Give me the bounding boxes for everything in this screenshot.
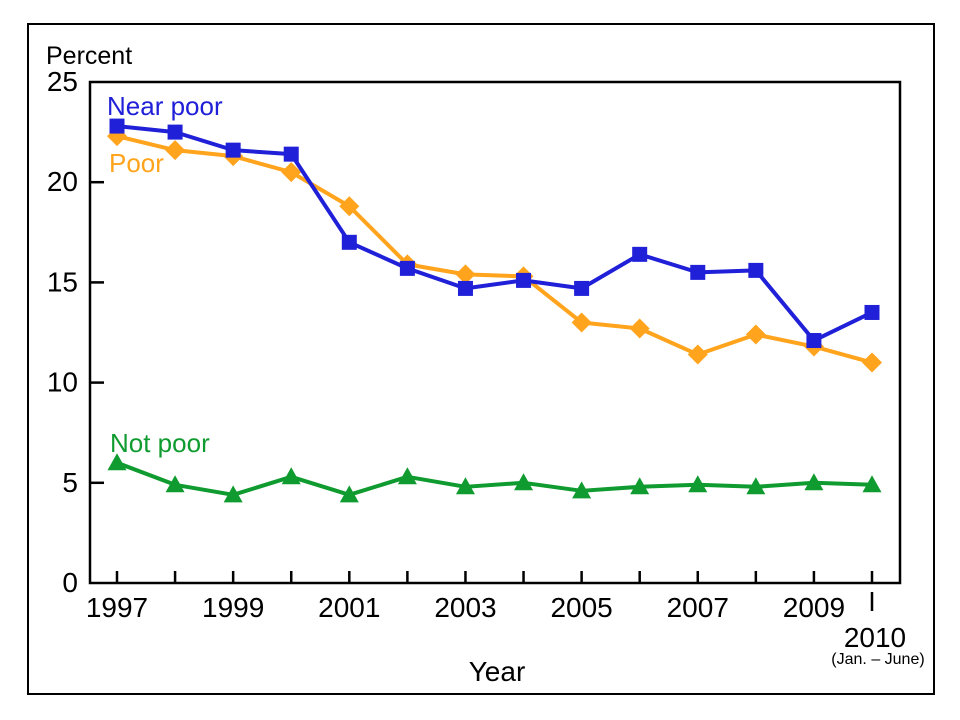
series-line-near-poor — [115, 124, 874, 343]
marker-triangle-not-poor — [397, 467, 417, 485]
y-tick-label: 10 — [47, 367, 78, 398]
marker-triangle-not-poor — [223, 485, 243, 503]
y-tick-label: 0 — [62, 567, 78, 598]
marker-diamond-poor — [339, 196, 360, 217]
marker-triangle-not-poor — [688, 475, 708, 493]
marker-square-near-poor — [632, 246, 648, 262]
marker-triangle-not-poor — [455, 477, 475, 495]
marker-diamond-poor — [862, 352, 882, 373]
marker-square-near-poor — [690, 264, 706, 280]
figure-border — [27, 23, 935, 695]
marker-square-near-poor — [806, 333, 822, 349]
marker-diamond-poor — [745, 324, 766, 345]
marker-triangle-not-poor — [165, 475, 185, 493]
marker-square-near-poor — [341, 234, 357, 250]
plot-border — [88, 80, 902, 585]
marker-triangle-not-poor — [746, 477, 766, 495]
marker-square-near-poor — [399, 260, 415, 276]
marker-square-near-poor — [225, 142, 241, 158]
marker-square-near-poor — [574, 280, 590, 296]
marker-square-near-poor — [109, 118, 125, 134]
marker-diamond-poor — [455, 264, 476, 285]
x-tick-label: 2007 — [667, 592, 729, 623]
y-tick-label: 15 — [47, 266, 78, 297]
marker-triangle-not-poor — [281, 467, 301, 485]
marker-diamond-poor — [629, 318, 650, 339]
y-tick-label: 5 — [62, 467, 78, 498]
series-label-poor: Poor — [109, 148, 164, 178]
marker-square-near-poor — [167, 124, 183, 140]
marker-square-near-poor — [516, 272, 532, 288]
series-line-not-poor — [115, 460, 874, 497]
x-tick-label: 2009 — [783, 592, 845, 623]
x-tick-label: 2001 — [318, 592, 380, 623]
marker-triangle-not-poor — [572, 481, 592, 499]
marker-triangle-not-poor — [862, 475, 882, 493]
x-tick-label: 1999 — [202, 592, 264, 623]
marker-square-near-poor — [748, 262, 764, 278]
y-tick-label: 20 — [47, 166, 78, 197]
x-tick-label-2010: 2010 — [843, 622, 907, 653]
marker-square-near-poor — [864, 304, 880, 320]
x-tick-sublabel-jan-june: (Jan. – June) — [831, 651, 925, 668]
y-tick-label: 25 — [47, 66, 78, 97]
marker-triangle-not-poor — [630, 477, 650, 495]
marker-diamond-poor — [165, 140, 186, 161]
x-tick-label: 1997 — [86, 592, 148, 623]
x-tick-label: 2005 — [550, 592, 612, 623]
series-label-near-poor: Near poor — [107, 91, 223, 121]
marker-square-near-poor — [457, 280, 473, 296]
marker-diamond-poor — [281, 162, 302, 183]
marker-diamond-poor — [571, 312, 592, 333]
marker-triangle-not-poor — [804, 473, 824, 491]
x-axis-title: Year — [468, 656, 526, 687]
y-axis-unit-label: Percent — [46, 42, 133, 70]
marker-triangle-not-poor — [339, 485, 359, 503]
series-line-poor — [115, 134, 874, 365]
marker-triangle-not-poor — [107, 453, 127, 471]
x-tick-label: 2003 — [434, 592, 496, 623]
marker-triangle-not-poor — [514, 473, 534, 491]
marker-diamond-poor — [687, 344, 708, 365]
marker-square-near-poor — [283, 146, 299, 162]
series-label-not-poor: Not poor — [110, 428, 210, 458]
